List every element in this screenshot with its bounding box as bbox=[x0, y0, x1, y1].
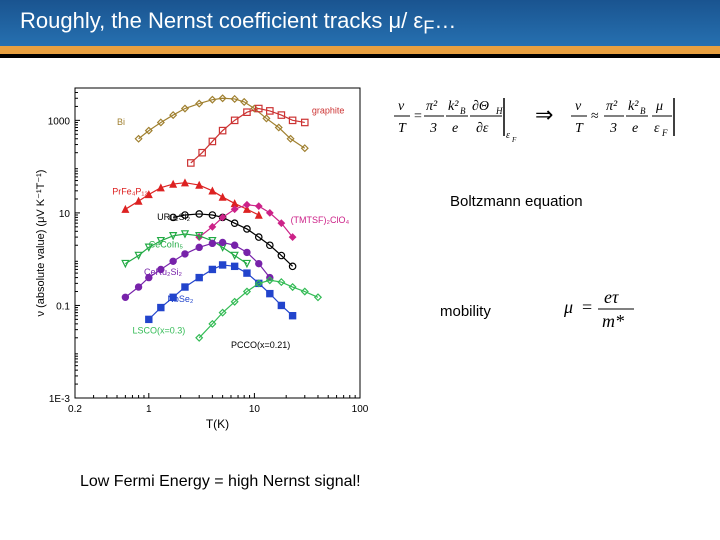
svg-text:1000: 1000 bbox=[48, 117, 71, 128]
page-title: Roughly, the Nernst coefficient tracks μ… bbox=[20, 8, 456, 33]
svg-text:∂Θ: ∂Θ bbox=[472, 99, 489, 114]
svg-text:k²: k² bbox=[628, 99, 639, 114]
svg-text:B: B bbox=[640, 106, 646, 116]
orange-stripe bbox=[0, 46, 720, 54]
svg-text:0.2: 0.2 bbox=[68, 404, 82, 415]
svg-text:3: 3 bbox=[609, 121, 617, 136]
svg-text:T(K): T(K) bbox=[206, 417, 229, 431]
svg-text:0.1: 0.1 bbox=[56, 302, 70, 313]
svg-text:10: 10 bbox=[59, 209, 71, 220]
svg-text:ν: ν bbox=[575, 99, 582, 114]
svg-text:LSCO(x=0.3): LSCO(x=0.3) bbox=[132, 326, 185, 336]
svg-text:π²: π² bbox=[606, 99, 618, 114]
svg-text:3: 3 bbox=[429, 121, 437, 136]
svg-text:URu₂Si₂: URu₂Si₂ bbox=[157, 212, 191, 222]
svg-text:NbSe₂: NbSe₂ bbox=[167, 294, 194, 304]
svg-text:e: e bbox=[452, 121, 458, 136]
svg-text:μ: μ bbox=[655, 99, 663, 114]
title-bar: Roughly, the Nernst coefficient tracks μ… bbox=[0, 0, 720, 46]
svg-text:π²: π² bbox=[426, 99, 438, 114]
svg-text:m*: m* bbox=[602, 311, 624, 331]
svg-text:H: H bbox=[495, 106, 503, 116]
svg-text:10: 10 bbox=[249, 404, 261, 415]
chart-svg: 0.2 1 10 100 1E-3 0.1 10 1000 T(K) ν (absolute va… bbox=[30, 78, 370, 438]
black-stripe bbox=[0, 54, 720, 58]
svg-text:T: T bbox=[575, 121, 584, 136]
svg-text:eτ: eτ bbox=[604, 287, 619, 307]
svg-text:T: T bbox=[398, 121, 407, 136]
svg-text:k²: k² bbox=[448, 99, 459, 114]
svg-text:⇒: ⇒ bbox=[535, 102, 553, 127]
svg-text:μ: μ bbox=[563, 297, 573, 317]
boltzmann-label: Boltzmann equation bbox=[450, 193, 583, 210]
svg-text:Bi: Bi bbox=[117, 117, 125, 127]
svg-text:=: = bbox=[414, 109, 422, 124]
nernst-chart: 0.2 1 10 100 1E-3 0.1 10 1000 T(K) ν (absolute va… bbox=[30, 78, 370, 438]
svg-text:CeRu₂Si₂: CeRu₂Si₂ bbox=[144, 268, 183, 278]
svg-text:ν: ν bbox=[398, 99, 405, 114]
svg-text:F: F bbox=[511, 136, 517, 144]
svg-text:graphite: graphite bbox=[312, 106, 345, 116]
svg-text:ε: ε bbox=[506, 130, 510, 141]
svg-text:B: B bbox=[460, 106, 466, 116]
mobility-equation: μ = eτ m* bbox=[560, 283, 680, 333]
svg-text:≈: ≈ bbox=[591, 109, 599, 124]
svg-text:∂ε: ∂ε bbox=[476, 121, 489, 136]
svg-text:100: 100 bbox=[352, 404, 369, 415]
svg-text:e: e bbox=[632, 121, 638, 136]
svg-text:1E-3: 1E-3 bbox=[49, 394, 71, 405]
svg-text:F: F bbox=[661, 128, 668, 138]
svg-text:ε: ε bbox=[654, 121, 660, 136]
svg-text:CeCoIn₅: CeCoIn₅ bbox=[149, 240, 184, 250]
svg-text:(TMTSF)₂ClO₄: (TMTSF)₂ClO₄ bbox=[291, 216, 350, 226]
svg-text:ν (absolute value) (μV K⁻¹T⁻¹): ν (absolute value) (μV K⁻¹T⁻¹) bbox=[35, 170, 47, 317]
conclusion-text: Low Fermi Energy = high Nernst signal! bbox=[80, 473, 361, 491]
svg-text:=: = bbox=[582, 297, 592, 317]
svg-text:PCCO(x=0.21): PCCO(x=0.21) bbox=[231, 340, 290, 350]
equations: ν T = π² 3 k² B e ∂Θ H ∂ε ε bbox=[390, 88, 710, 148]
svg-text:1: 1 bbox=[146, 404, 152, 415]
mobility-label: mobility bbox=[440, 303, 491, 320]
svg-text:PrFe₄P₁₂: PrFe₄P₁₂ bbox=[112, 187, 148, 197]
